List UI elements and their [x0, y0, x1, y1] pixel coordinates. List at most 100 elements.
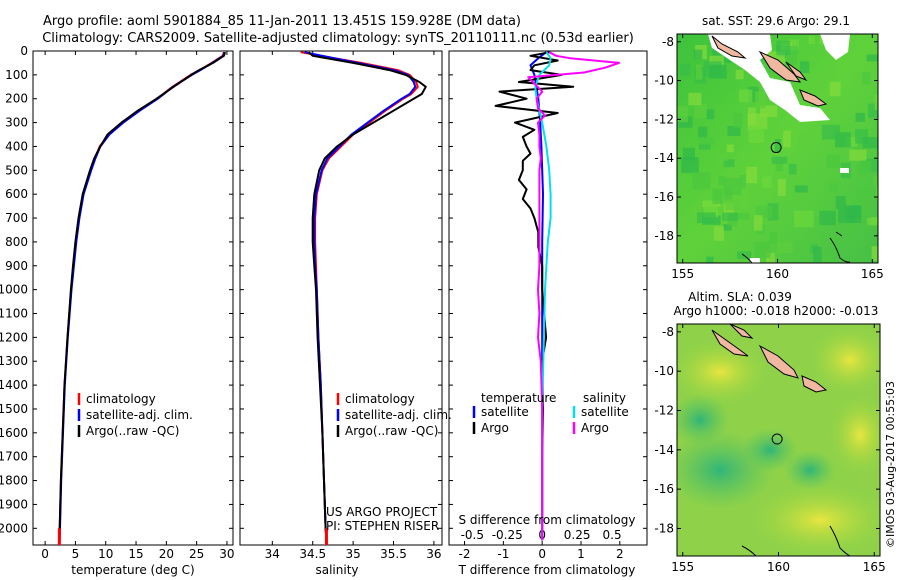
depth-tick-label: 1900	[0, 497, 28, 511]
map-y-tick-label: -16	[654, 190, 674, 204]
x-tick-label: 10	[98, 547, 113, 561]
sst-pixel	[748, 86, 759, 103]
sst-pixel	[725, 199, 741, 211]
sst-pixel	[829, 183, 838, 193]
sst-pixel	[871, 246, 878, 262]
sst-pixel	[849, 149, 867, 161]
sst-pixel	[723, 224, 732, 231]
sst-pixel	[854, 199, 862, 210]
depth-tick-label: 1700	[0, 450, 28, 464]
x-tick-label-t: 1	[577, 547, 585, 561]
sst-pixel	[727, 126, 741, 137]
sst-pixel	[771, 156, 788, 164]
sst-pixel	[856, 187, 867, 203]
legend-label-climatology: climatology	[86, 392, 156, 406]
sst-pixel	[717, 176, 726, 186]
sst-pixel	[733, 113, 743, 128]
sst-pixel	[845, 137, 858, 147]
x-tick-label: 35	[345, 547, 360, 561]
t-diff-xlabel: T difference from climatology	[458, 563, 636, 577]
depth-tick-label: 1200	[0, 330, 28, 344]
legend-label-s-satellite: satellite	[581, 405, 629, 419]
map-y-tick-label: -14	[654, 151, 674, 165]
x-tick-label: 35.5	[380, 547, 407, 561]
map-x-tick-label: 160	[766, 267, 789, 281]
depth-tick-label: 500	[5, 163, 28, 177]
map-x-tick-label: 155	[671, 267, 694, 281]
sst-pixel	[706, 256, 714, 263]
sst-patches	[677, 34, 878, 263]
sst-pixel	[723, 159, 735, 168]
temperature-plot: 0 5 10 15 20 25 30	[41, 51, 235, 561]
series-line-satellite-adj-clim-	[304, 51, 417, 541]
depth-tick-label: 200	[5, 92, 28, 106]
sst-missing-pixel	[750, 258, 760, 263]
sla-map: Altim. SLA: 0.039 Argo h1000: -0.018 h20…	[654, 290, 886, 574]
sst-pixel	[858, 160, 872, 177]
sst-pixel	[688, 92, 702, 106]
map-y-tick-label: -14	[654, 443, 674, 457]
x-tick-label: 15	[128, 547, 143, 561]
sst-pixel	[735, 69, 744, 80]
coastline	[829, 231, 851, 263]
sst-pixel	[794, 185, 808, 193]
sla-map-subtitle: Argo h1000: -0.018 h2000: -0.013	[674, 304, 879, 318]
sst-pixel	[788, 39, 799, 50]
island-outline	[758, 50, 802, 83]
sla-low	[784, 450, 836, 490]
island-outline	[799, 89, 828, 107]
sst-pixel	[835, 261, 843, 263]
sst-pixel	[759, 105, 778, 117]
depth-tick-label: 300	[5, 116, 28, 130]
x-tick-label-s: 0.5	[603, 528, 622, 542]
map-y-tick-label: -16	[654, 482, 674, 496]
sla-high	[830, 395, 880, 475]
depth-tick-label: 0	[20, 44, 28, 58]
sst-pixel	[709, 64, 727, 79]
sst-pixel	[755, 205, 773, 218]
temperature-xlabel: temperature (deg C)	[71, 563, 194, 577]
sst-pixel	[747, 113, 768, 130]
x-tick-label: 34	[265, 547, 280, 561]
salinity-panel-frame	[239, 50, 443, 546]
difference-legend: temperature salinity satellite Argo sate…	[472, 391, 629, 435]
x-tick-label-t: -2	[459, 547, 471, 561]
series-line-argo	[308, 51, 427, 541]
sst-pixel	[681, 157, 699, 174]
depth-tick-label: 1400	[0, 378, 28, 392]
sst-pixel	[726, 144, 734, 153]
depth-tick-label: 1000	[0, 283, 28, 297]
sst-pixel	[799, 61, 810, 73]
sst-pixel	[694, 103, 707, 118]
sst-pixel	[774, 139, 781, 153]
salinity-xlabel: salinity	[315, 563, 358, 577]
sst-pixel	[734, 212, 750, 220]
island-outline	[758, 344, 799, 379]
x-tick-label-s: -0.5	[461, 528, 484, 542]
series-line-climatology	[58, 51, 225, 541]
sst-pixel	[769, 232, 778, 245]
sst-pixel	[862, 72, 871, 85]
depth-tick-label: 1800	[0, 474, 28, 488]
sst-pixel	[739, 175, 747, 189]
depth-tick-label: 900	[5, 259, 28, 273]
depth-tick-label: 1300	[0, 354, 28, 368]
sst-pixel	[717, 154, 728, 162]
project-annotation: US ARGO PROJECT	[326, 505, 438, 519]
map-y-tick-label: -8	[662, 325, 674, 339]
sla-map-axes: 155 160 165 -8 -10 -12 -14 -16 -18	[654, 324, 886, 574]
sla-high	[750, 484, 880, 556]
sst-pixel	[777, 241, 793, 254]
sst-pixel	[826, 64, 837, 80]
map-y-tick-label: -12	[654, 404, 674, 418]
sst-pixel	[788, 163, 797, 175]
legend-label-t-argo: Argo	[481, 421, 509, 435]
map-y-tick-label: -8	[662, 35, 674, 49]
depth-tick-label: 100	[5, 68, 28, 82]
sst-pixel	[693, 49, 703, 60]
series-line-s-satellite	[534, 51, 552, 541]
sst-pixel	[722, 212, 738, 221]
sst-pixel	[835, 196, 846, 210]
profile-location-marker	[770, 142, 782, 154]
map-x-tick-label: 155	[671, 560, 694, 574]
